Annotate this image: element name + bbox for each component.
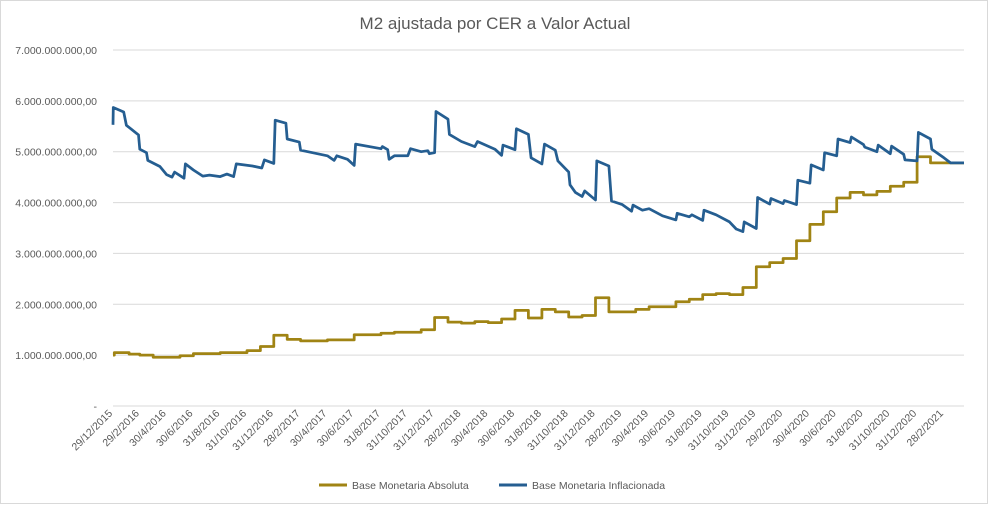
y-tick-label: 6.000.000.000,00 (15, 96, 97, 108)
legend: Base Monetaria Absoluta Base Monetaria I… (319, 480, 665, 492)
legend-label-absoluta: Base Monetaria Absoluta (352, 480, 469, 492)
legend-label-inflacionada: Base Monetaria Inflacionada (532, 480, 665, 492)
y-tick-label: 7.000.000.000,00 (15, 45, 97, 57)
series-line-absoluta (112, 155, 964, 359)
legend-item-absoluta: Base Monetaria Absoluta (319, 480, 469, 492)
legend-item-inflacionada: Base Monetaria Inflacionada (499, 480, 665, 492)
y-axis: - 1.000.000.000,00 2.000.000.000,00 3.000.0… (15, 45, 97, 413)
y-tick-label: 5.000.000.000,00 (15, 147, 97, 159)
y-tick-label: 2.000.000.000,00 (15, 299, 97, 311)
y-tick-label: - (94, 401, 98, 413)
chart-title: M2 ajustada por CER a Valor Actual (360, 14, 631, 33)
x-axis: 29/12/201529/2/201630/4/201630/6/201631/… (69, 408, 946, 454)
y-tick-label: 3.000.000.000,00 (15, 248, 97, 260)
y-tick-label: 1.000.000.000,00 (15, 350, 97, 362)
series-line-inflacionada (111, 106, 964, 233)
y-tick-label: 4.000.000.000,00 (15, 198, 97, 210)
series-lines (111, 106, 964, 359)
gridlines (113, 49, 964, 407)
